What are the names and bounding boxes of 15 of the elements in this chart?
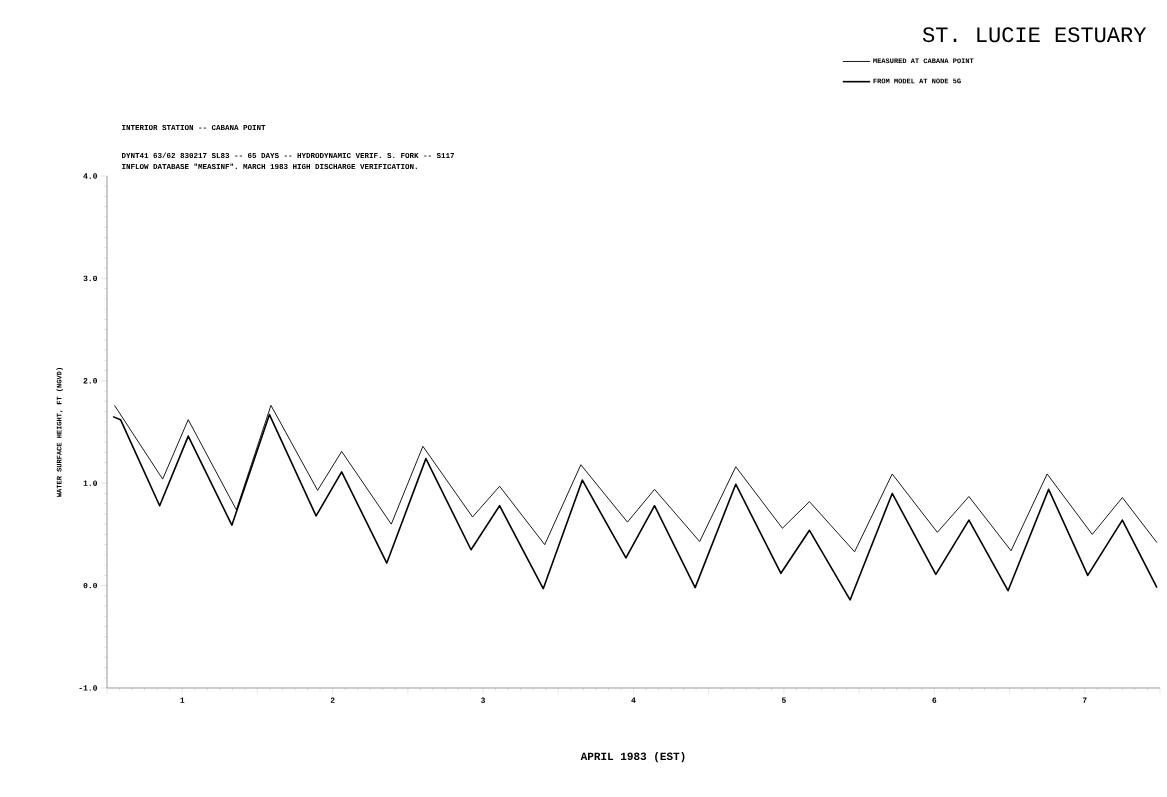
x-tick-label: 2 [330,697,335,703]
x-tick-label: 7 [1082,697,1087,703]
x-tick-label: 6 [932,697,937,703]
x-axis-title: APRIL 1983 (EST) [580,751,685,763]
x-tick-label: 1 [180,697,185,703]
y-tick-label: 0.0 [83,582,98,589]
y-tick-label: -1.0 [79,685,98,691]
y-tick-label: 3.0 [83,275,98,282]
y-tick-label: 1.0 [83,480,98,486]
chart-title: ST. LUCIE ESTUARY [922,27,1147,43]
y-tick-label: 4.0 [83,173,98,179]
x-tick-label: 5 [781,697,786,703]
x-tick-label: 3 [481,697,486,703]
y-tick-label: 2.0 [83,378,98,384]
x-tick-label: 4 [631,697,636,703]
